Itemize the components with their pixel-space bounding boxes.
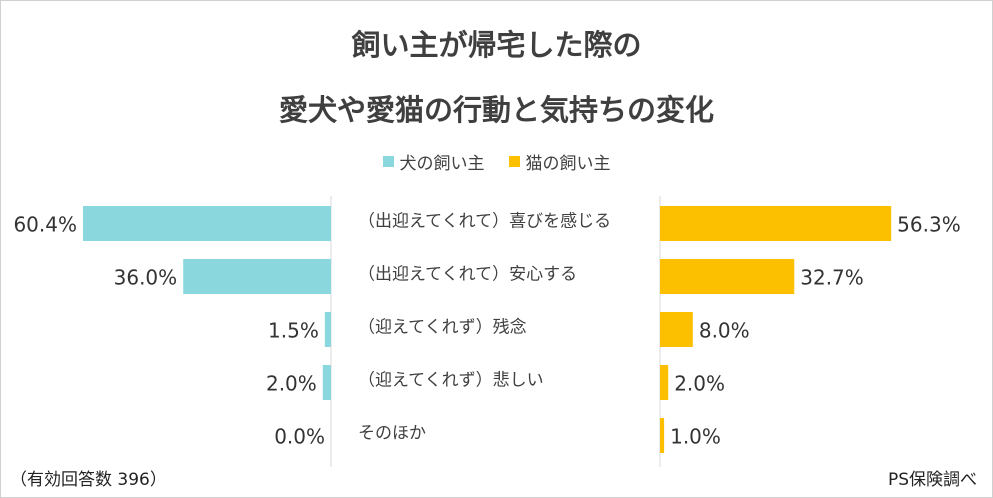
category-label-0: （出迎えてくれて）喜びを感じる (358, 212, 611, 232)
data-label-cat-2: 8.0% (699, 319, 750, 343)
data-label-dog-1: 36.0% (114, 266, 178, 290)
legend-label-dog: 犬の飼い主 (399, 154, 485, 174)
data-label-dog-3: 2.0% (266, 372, 317, 396)
legend: 犬の飼い主 猫の飼い主 (0, 149, 993, 174)
data-label-dog-4: 0.0% (274, 425, 325, 449)
chart-title-line1: 飼い主が帰宅した際の (351, 28, 642, 62)
data-label-cat-4: 1.0% (670, 425, 721, 449)
bar-dog-1 (183, 259, 331, 294)
bar-dog-2 (324, 312, 331, 347)
data-label-dog-2: 1.5% (268, 319, 319, 343)
legend-item-dog: 犬の飼い主 (382, 149, 485, 174)
respondent-count-note: （有効回答数 396） (10, 470, 167, 490)
legend-item-cat: 猫の飼い主 (508, 149, 611, 174)
bar-cat-2 (660, 312, 693, 347)
source-note: PS保険調べ (887, 470, 977, 490)
category-label-3: （迎えてくれず）悲しい (358, 371, 544, 391)
chart-title-line2: 愛犬や愛猫の行動と気持ちの変化 (278, 93, 714, 127)
bar-cat-4 (660, 418, 665, 453)
bar-cat-3 (660, 365, 669, 400)
data-label-cat-0: 56.3% (897, 213, 961, 237)
bar-cat-1 (660, 259, 795, 294)
bar-dog-0 (83, 206, 331, 241)
legend-swatch-dog (382, 156, 394, 167)
data-label-cat-1: 32.7% (800, 266, 864, 290)
category-label-4: そのほか (358, 424, 426, 444)
legend-label-cat: 猫の飼い主 (525, 154, 611, 174)
data-label-dog-0: 60.4% (13, 213, 77, 237)
category-label-1: （出迎えてくれて）安心する (358, 265, 577, 285)
data-label-cat-3: 2.0% (674, 372, 725, 396)
legend-swatch-cat (508, 156, 520, 167)
bar-cat-0 (660, 206, 892, 241)
category-label-2: （迎えてくれず）残念 (358, 317, 527, 338)
bar-dog-3 (322, 365, 331, 400)
